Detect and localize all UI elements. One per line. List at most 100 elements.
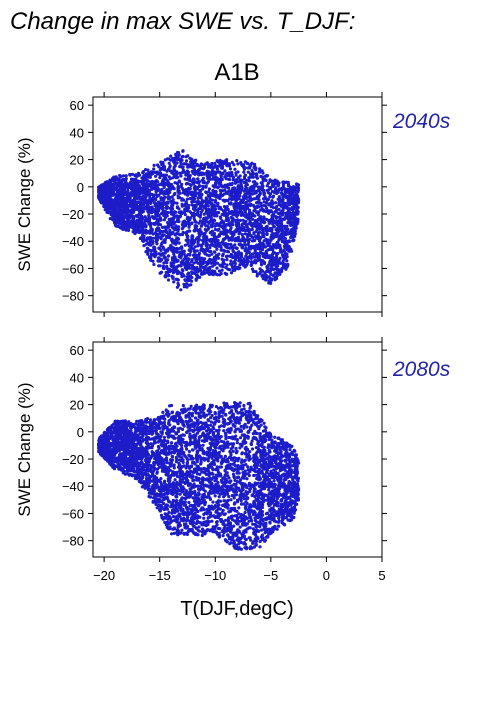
data-point (258, 250, 263, 254)
data-point (184, 200, 188, 204)
data-point (243, 232, 247, 236)
data-point (128, 172, 132, 177)
data-point (259, 215, 263, 219)
data-point (237, 225, 241, 229)
data-point (266, 191, 270, 195)
data-point (180, 232, 185, 237)
data-point (168, 233, 172, 237)
data-point (283, 190, 287, 194)
data-point (209, 216, 213, 220)
data-point (143, 192, 147, 197)
data-point (186, 193, 190, 197)
data-point (161, 206, 165, 210)
data-point (192, 214, 196, 218)
data-point (281, 180, 285, 184)
data-point (238, 205, 243, 209)
data-point (149, 258, 153, 262)
data-point (280, 227, 284, 231)
data-point (239, 210, 243, 214)
data-point (244, 222, 248, 226)
data-point (139, 236, 143, 240)
data-point (205, 244, 209, 248)
data-point (277, 187, 282, 191)
data-point (174, 277, 178, 281)
data-point (213, 198, 218, 203)
period-label: 2040s (392, 110, 451, 133)
data-points (97, 401, 301, 551)
data-point (215, 167, 220, 171)
data-point (291, 239, 295, 243)
data-point (217, 227, 221, 231)
data-point (125, 221, 129, 225)
data-point (144, 207, 148, 211)
data-point (167, 157, 171, 161)
data-point (183, 213, 187, 217)
data-point (196, 177, 200, 181)
data-point (241, 222, 245, 226)
data-point (193, 208, 197, 212)
data-point (220, 166, 224, 170)
data-point (170, 274, 174, 278)
data-point (163, 274, 167, 278)
data-point (192, 164, 196, 169)
data-point (121, 226, 125, 230)
data-point (295, 207, 299, 211)
data-point (288, 185, 292, 190)
data-point (167, 161, 171, 165)
data-point (236, 184, 240, 188)
data-point (206, 267, 210, 271)
data-point (227, 186, 231, 190)
data-point (190, 193, 194, 197)
data-point (275, 220, 279, 224)
data-point (215, 266, 219, 270)
data-point (271, 243, 275, 247)
data-point (215, 247, 219, 251)
data-point (224, 159, 228, 163)
data-point (239, 251, 243, 255)
data-point (165, 169, 169, 173)
data-point (203, 206, 207, 210)
data-point (285, 224, 289, 228)
data-point (247, 179, 251, 183)
data-point (211, 189, 215, 193)
data-point (273, 188, 278, 193)
data-point (211, 260, 216, 264)
y-tick-label: 60 (70, 98, 84, 113)
data-point (245, 192, 250, 196)
data-point (228, 223, 232, 228)
data-point (206, 212, 210, 216)
data-point (176, 186, 180, 190)
data-point (293, 232, 297, 236)
data-point (223, 249, 227, 253)
data-point (129, 201, 133, 206)
data-point (244, 178, 248, 182)
data-point (205, 246, 209, 251)
data-point (161, 229, 165, 234)
data-point (135, 196, 139, 201)
data-point (215, 273, 220, 277)
data-point (289, 195, 293, 199)
data-point (165, 261, 169, 265)
data-point (259, 181, 263, 185)
data-point (222, 162, 226, 166)
data-point (275, 267, 279, 272)
data-point (128, 184, 132, 188)
data-point (149, 180, 153, 184)
data-point (287, 231, 291, 235)
data-point (162, 192, 166, 196)
data-point (187, 203, 191, 208)
data-point (177, 232, 181, 236)
data-point (271, 194, 276, 198)
data-point (274, 186, 278, 190)
data-point (208, 209, 212, 213)
data-point (210, 233, 214, 237)
data-point (169, 261, 173, 265)
data-point (213, 250, 217, 254)
data-point (283, 192, 287, 196)
data-point (104, 198, 108, 203)
data-point (272, 212, 276, 216)
data-point (231, 175, 236, 180)
data-point (226, 171, 231, 176)
data-point (113, 215, 117, 220)
data-point (284, 240, 288, 244)
